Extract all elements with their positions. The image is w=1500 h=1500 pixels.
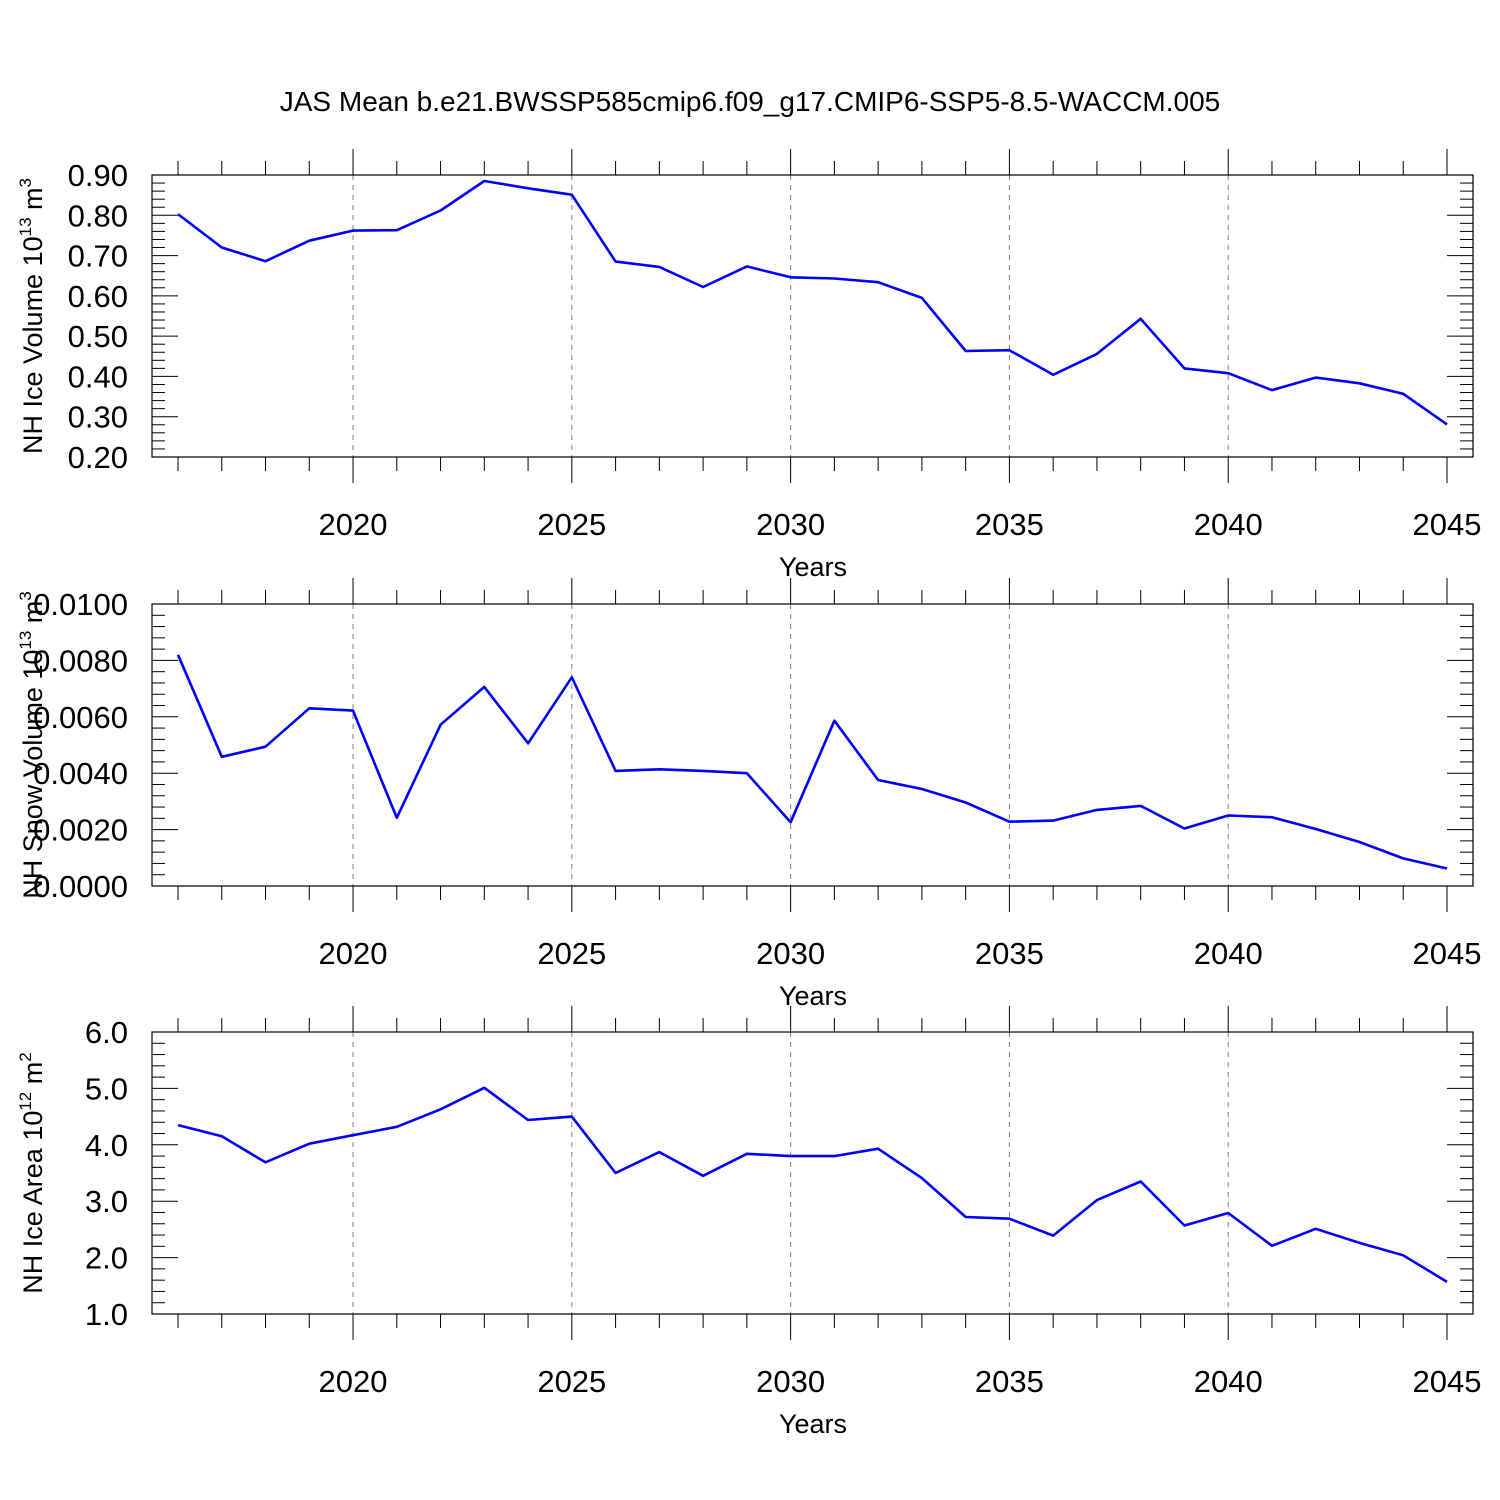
x-tick-label: 2035 xyxy=(975,1364,1044,1399)
y-tick-label: 3.0 xyxy=(85,1184,128,1219)
y-tick-label: 0.0040 xyxy=(33,756,128,791)
y-tick-label: 1.0 xyxy=(85,1297,128,1332)
y-axis-label-part: m xyxy=(18,601,48,631)
x-tick-label: 2040 xyxy=(1194,507,1263,542)
y-tick-label: 2.0 xyxy=(85,1241,128,1276)
y-tick-label: 0.30 xyxy=(68,400,128,435)
y-axis-label-part: 3 xyxy=(16,591,35,600)
y-tick-label: 6.0 xyxy=(85,1015,128,1050)
x-axis-label: Years xyxy=(779,552,847,582)
y-tick-label: 0.70 xyxy=(68,239,128,274)
y-tick-label: 0.0060 xyxy=(33,700,128,735)
chart-panel-3: 1.0 2.0 3.0 4.0 5.0 6.0 2020 2025 2030 2035 2040 20… xyxy=(16,1006,1481,1439)
y-axis-label-part: 3 xyxy=(16,178,35,187)
y-tick-label: 0.0100 xyxy=(33,587,128,622)
y-axis-label-part: m xyxy=(18,187,48,217)
x-tick-label: 2040 xyxy=(1194,936,1263,971)
y-axis-label-part: m xyxy=(18,1062,48,1092)
x-tick-label: 2045 xyxy=(1413,507,1482,542)
y-axis-label-part: 13 xyxy=(16,217,35,236)
y-tick-label: 4.0 xyxy=(85,1128,128,1163)
y-axis-label-part: NH Ice Volume 10 xyxy=(18,236,48,454)
x-tick-label: 2035 xyxy=(975,507,1044,542)
x-tick-label: 2045 xyxy=(1413,1364,1482,1399)
x-axis-label: Years xyxy=(779,1409,847,1439)
y-tick-label: 5.0 xyxy=(85,1071,128,1106)
plot-frame xyxy=(151,603,1474,887)
x-tick-label: 2025 xyxy=(537,936,606,971)
chart-panel-2: 0.0000 0.0020 0.0040 0.0060 0.0080 0.0100 2020… xyxy=(16,578,1481,1011)
y-axis-label-part: 13 xyxy=(16,631,35,650)
y-tick-label: 0.40 xyxy=(68,359,128,394)
y-tick-label: 0.60 xyxy=(68,279,128,314)
x-tick-label: 2040 xyxy=(1194,1364,1263,1399)
x-tick-label: 2020 xyxy=(319,1364,388,1399)
y-tick-label: 0.20 xyxy=(68,440,128,475)
series-line xyxy=(177,1086,1448,1284)
y-axis-label-part: 12 xyxy=(16,1092,35,1111)
x-tick-label: 2035 xyxy=(975,936,1044,971)
chart-title: JAS Mean b.e21.BWSSP585cmip6.f09_g17.CMI… xyxy=(280,86,1221,117)
y-tick-label: 0.80 xyxy=(68,198,128,233)
x-tick-label: 2025 xyxy=(537,507,606,542)
chart-panel-1: 0.20 0.30 0.40 0.50 0.60 0.70 0.80 0.90 2020 2025… xyxy=(16,149,1481,582)
x-tick-label: 2045 xyxy=(1413,936,1482,971)
x-tick-label: 2030 xyxy=(756,1364,825,1399)
x-axis-label: Years xyxy=(779,981,847,1011)
y-axis-label: NH Snow Volume 1013 m3 xyxy=(16,591,48,899)
y-tick-label: 0.90 xyxy=(68,158,128,193)
plot-frame xyxy=(151,1031,1474,1315)
x-tick-label: 2020 xyxy=(319,507,388,542)
x-tick-label: 2020 xyxy=(319,936,388,971)
x-tick-label: 2030 xyxy=(756,936,825,971)
y-axis-label: NH Ice Area 1012 m2 xyxy=(16,1052,48,1293)
series-line xyxy=(176,654,1448,870)
y-axis-label-part: NH Ice Area 10 xyxy=(18,1111,48,1294)
plot-frame xyxy=(151,174,1474,458)
y-axis-label-part: NH Snow Volume 10 xyxy=(18,650,48,899)
y-axis-label: NH Ice Volume 1013 m3 xyxy=(16,178,48,454)
series-line xyxy=(177,179,1448,426)
y-axis-label-part: 2 xyxy=(16,1052,35,1061)
x-tick-label: 2030 xyxy=(756,507,825,542)
y-tick-label: 0.0080 xyxy=(33,643,128,678)
y-tick-label: 0.50 xyxy=(68,319,128,354)
y-tick-label: 0.0020 xyxy=(33,813,128,848)
y-tick-label: 0.0000 xyxy=(33,869,128,904)
x-tick-label: 2025 xyxy=(537,1364,606,1399)
